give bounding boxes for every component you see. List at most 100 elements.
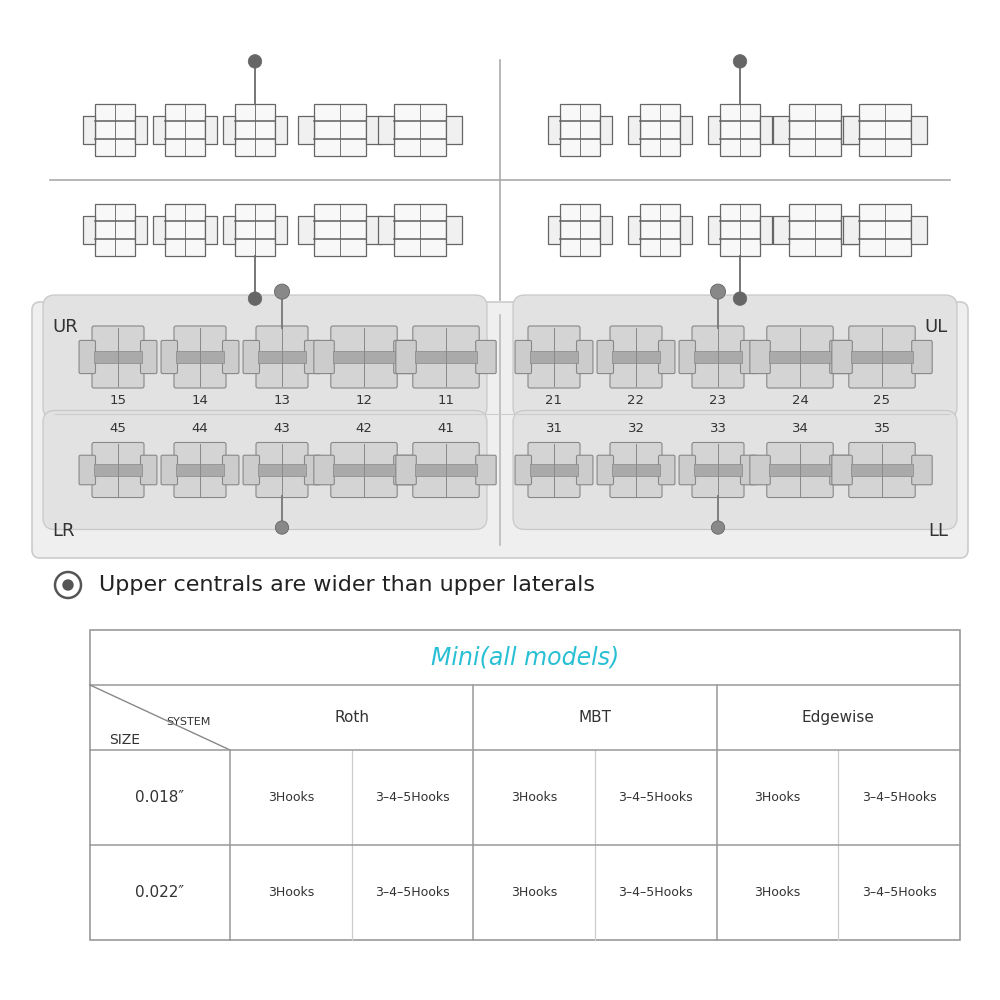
FancyBboxPatch shape: [161, 340, 178, 374]
Text: 3–4–5Hooks: 3–4–5Hooks: [375, 886, 450, 899]
FancyBboxPatch shape: [43, 295, 487, 419]
FancyBboxPatch shape: [396, 340, 416, 374]
Text: LL: LL: [928, 522, 948, 540]
Bar: [223, 116, 235, 144]
FancyBboxPatch shape: [513, 410, 957, 530]
Text: Edgewise: Edgewise: [802, 710, 875, 725]
FancyBboxPatch shape: [740, 340, 757, 374]
Text: 3–4–5Hooks: 3–4–5Hooks: [619, 886, 693, 899]
Circle shape: [275, 521, 289, 534]
FancyBboxPatch shape: [515, 340, 532, 374]
Text: 23: 23: [710, 393, 726, 406]
FancyBboxPatch shape: [849, 442, 915, 498]
FancyBboxPatch shape: [476, 340, 496, 374]
FancyBboxPatch shape: [314, 455, 334, 485]
Text: LR: LR: [52, 522, 74, 540]
Bar: [235, 204, 275, 256]
FancyBboxPatch shape: [740, 455, 757, 485]
Text: 15: 15: [110, 393, 126, 406]
FancyBboxPatch shape: [32, 302, 968, 558]
Bar: [628, 116, 640, 144]
Bar: [366, 116, 382, 144]
Text: 3Hooks: 3Hooks: [268, 886, 314, 899]
Bar: [415, 464, 477, 476]
Text: 14: 14: [192, 393, 208, 406]
Bar: [851, 464, 913, 476]
Bar: [560, 204, 600, 256]
FancyBboxPatch shape: [912, 340, 932, 374]
Bar: [378, 216, 394, 244]
Bar: [841, 216, 857, 244]
Text: 0.018″: 0.018″: [135, 790, 185, 805]
Bar: [773, 216, 789, 244]
Text: 44: 44: [192, 422, 208, 434]
FancyBboxPatch shape: [832, 340, 852, 374]
Bar: [560, 104, 600, 156]
Bar: [153, 116, 165, 144]
FancyBboxPatch shape: [222, 455, 239, 485]
FancyBboxPatch shape: [767, 326, 833, 388]
Bar: [530, 464, 578, 476]
FancyBboxPatch shape: [304, 455, 321, 485]
Bar: [258, 351, 306, 363]
Text: 3–4–5Hooks: 3–4–5Hooks: [862, 886, 936, 899]
Bar: [95, 104, 135, 156]
Bar: [859, 104, 911, 156]
FancyBboxPatch shape: [679, 455, 696, 485]
Bar: [153, 216, 165, 244]
Text: 24: 24: [792, 393, 808, 406]
FancyBboxPatch shape: [413, 442, 479, 498]
Circle shape: [274, 284, 290, 299]
Bar: [708, 216, 720, 244]
Bar: [298, 216, 314, 244]
FancyBboxPatch shape: [830, 455, 850, 485]
Bar: [258, 464, 306, 476]
Bar: [394, 104, 446, 156]
Text: 43: 43: [274, 422, 290, 434]
Bar: [843, 116, 859, 144]
Bar: [640, 104, 680, 156]
Bar: [773, 116, 789, 144]
Bar: [600, 116, 612, 144]
FancyBboxPatch shape: [79, 455, 96, 485]
Text: Mini(all models): Mini(all models): [431, 646, 619, 670]
Bar: [235, 104, 275, 156]
FancyBboxPatch shape: [750, 455, 770, 485]
Text: 31: 31: [546, 422, 562, 434]
Text: 41: 41: [438, 422, 454, 434]
Text: 3Hooks: 3Hooks: [511, 886, 557, 899]
FancyBboxPatch shape: [597, 455, 614, 485]
Text: 12: 12: [356, 393, 372, 406]
FancyBboxPatch shape: [658, 340, 675, 374]
Circle shape: [711, 521, 725, 534]
Bar: [530, 351, 578, 363]
Bar: [165, 104, 205, 156]
FancyBboxPatch shape: [658, 455, 675, 485]
FancyBboxPatch shape: [830, 340, 850, 374]
FancyBboxPatch shape: [476, 455, 496, 485]
Bar: [314, 104, 366, 156]
Bar: [600, 216, 612, 244]
Bar: [548, 216, 560, 244]
Bar: [720, 104, 760, 156]
FancyBboxPatch shape: [243, 455, 260, 485]
Text: UL: UL: [925, 318, 948, 336]
Text: UR: UR: [52, 318, 78, 336]
FancyBboxPatch shape: [597, 340, 614, 374]
Circle shape: [710, 284, 726, 299]
FancyBboxPatch shape: [692, 326, 744, 388]
FancyBboxPatch shape: [79, 340, 96, 374]
FancyBboxPatch shape: [243, 340, 260, 374]
FancyBboxPatch shape: [43, 410, 487, 530]
Text: 32: 32: [628, 422, 644, 434]
FancyBboxPatch shape: [832, 455, 852, 485]
FancyBboxPatch shape: [692, 442, 744, 498]
Bar: [446, 116, 462, 144]
Text: Roth: Roth: [334, 710, 369, 725]
Bar: [789, 204, 841, 256]
FancyBboxPatch shape: [767, 442, 833, 498]
Bar: [612, 464, 660, 476]
Text: SIZE: SIZE: [110, 733, 140, 747]
Bar: [843, 216, 859, 244]
Bar: [911, 216, 927, 244]
